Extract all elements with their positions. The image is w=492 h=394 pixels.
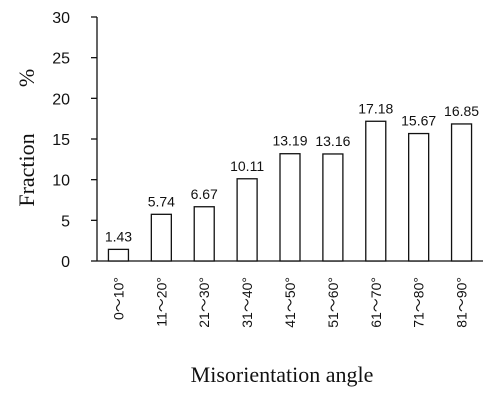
category-label: 71～80° xyxy=(411,277,427,328)
y-axis-title: Fraction xyxy=(14,133,39,206)
data-labels: 1.43 5.74 6.67 10.11 13.19 13.16 17.18 15.67 16.… xyxy=(105,100,479,244)
data-label: 13.19 xyxy=(272,133,307,149)
bar xyxy=(322,153,344,262)
category-label: 31～40° xyxy=(239,277,255,328)
y-axis-unit: % xyxy=(14,69,39,87)
y-tick-label: 15 xyxy=(52,132,70,149)
y-tick-label: 0 xyxy=(61,254,70,271)
y-tick-label: 5 xyxy=(61,213,70,230)
data-label: 5.74 xyxy=(148,193,175,209)
y-tick-label: 10 xyxy=(52,173,70,190)
category-label: 51～60° xyxy=(325,277,341,328)
category-label: 61～70° xyxy=(368,277,384,328)
bar xyxy=(408,132,430,262)
category-label: 0～10° xyxy=(110,277,126,320)
category-label: 11～20° xyxy=(153,277,169,327)
bar xyxy=(107,248,130,262)
y-axis: 0 5 10 15 20 25 30 xyxy=(52,10,98,271)
y-tick-label: 25 xyxy=(52,51,70,68)
x-axis-title: Misorientation angle xyxy=(191,362,374,387)
bar xyxy=(236,178,258,262)
category-labels: 0～10° 11～20° 21～30° 31～40° 41～50° 51～60° 61～70… xyxy=(110,277,469,328)
category-label: 81～90° xyxy=(454,277,470,328)
bar xyxy=(279,153,301,262)
category-label: 41～50° xyxy=(282,277,298,328)
bar xyxy=(193,206,215,262)
data-label: 6.67 xyxy=(191,186,218,202)
data-label: 10.11 xyxy=(230,158,264,174)
data-label: 17.18 xyxy=(358,100,393,116)
data-label: 1.43 xyxy=(105,228,132,244)
y-tick-label: 30 xyxy=(52,10,70,27)
data-label: 15.67 xyxy=(401,113,436,129)
bar xyxy=(150,213,172,262)
y-tick-label: 20 xyxy=(52,91,70,108)
bar xyxy=(365,120,387,262)
category-label: 21～30° xyxy=(196,277,212,328)
bars xyxy=(107,120,473,262)
data-label: 16.85 xyxy=(444,103,479,119)
bar xyxy=(450,123,473,262)
data-label: 13.16 xyxy=(315,133,350,149)
